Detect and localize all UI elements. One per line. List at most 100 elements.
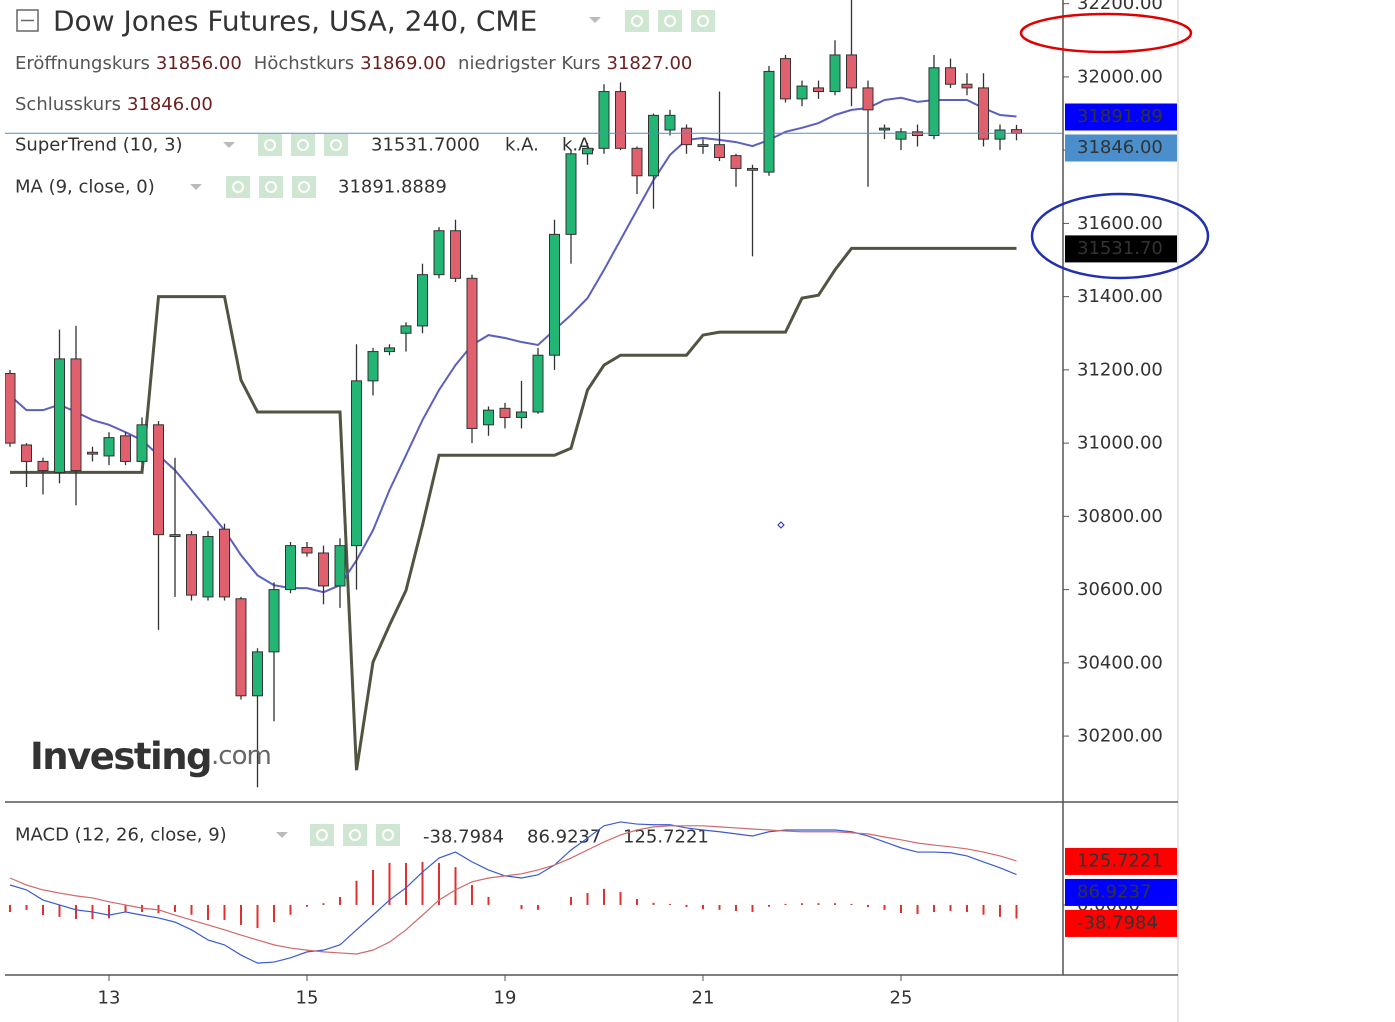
candle-body bbox=[268, 589, 280, 653]
candle bbox=[681, 124, 692, 154]
indicator-icons[interactable] bbox=[226, 176, 316, 198]
x-tick-label: 19 bbox=[494, 988, 517, 1009]
candle-body bbox=[400, 325, 412, 334]
icon-glyph[interactable] bbox=[264, 139, 276, 151]
candle bbox=[186, 531, 197, 601]
price-tag-label: 125.7221 bbox=[1077, 850, 1163, 871]
candle bbox=[664, 109, 676, 136]
icon-button[interactable] bbox=[691, 10, 715, 32]
icon-glyph[interactable] bbox=[265, 181, 277, 193]
overlay-line bbox=[9, 96, 1017, 594]
candle-body bbox=[664, 114, 676, 131]
candle bbox=[70, 325, 82, 506]
candle-body bbox=[780, 58, 791, 100]
collapse-box[interactable] bbox=[16, 9, 39, 32]
icon-button[interactable] bbox=[259, 176, 283, 198]
candle bbox=[219, 523, 230, 601]
icon-glyph[interactable] bbox=[697, 15, 709, 27]
candle bbox=[895, 128, 907, 151]
candle bbox=[400, 322, 412, 352]
icon-button[interactable] bbox=[658, 10, 682, 32]
candle-body bbox=[747, 167, 758, 171]
main-pane bbox=[5, 0, 1022, 788]
dropdown-caret[interactable] bbox=[223, 142, 235, 148]
icon-button[interactable] bbox=[310, 824, 334, 846]
icon-glyph[interactable] bbox=[631, 15, 643, 27]
candle bbox=[202, 531, 214, 601]
logo: Investing.com bbox=[30, 735, 271, 778]
candle bbox=[169, 457, 181, 597]
icon-button[interactable] bbox=[258, 134, 282, 156]
dropdown-caret[interactable] bbox=[190, 184, 202, 190]
indicator-icons[interactable] bbox=[258, 134, 348, 156]
candle bbox=[37, 457, 49, 495]
dropdown-caret[interactable] bbox=[589, 17, 601, 23]
candle-body bbox=[532, 354, 544, 413]
indicator-value: 86.9237 bbox=[527, 827, 601, 848]
candle bbox=[103, 432, 115, 466]
candle-body bbox=[318, 552, 329, 587]
icon-glyph[interactable] bbox=[664, 15, 676, 27]
candle-body bbox=[697, 144, 709, 147]
candle-body bbox=[714, 144, 725, 158]
macd-line bbox=[9, 821, 1017, 964]
icon-glyph[interactable] bbox=[298, 181, 310, 193]
candle bbox=[367, 347, 379, 396]
icon-glyph[interactable] bbox=[297, 139, 309, 151]
icon-glyph[interactable] bbox=[349, 829, 361, 841]
candle bbox=[153, 421, 164, 630]
candle bbox=[730, 153, 742, 187]
y-tick-label: 32000.00 bbox=[1077, 66, 1163, 87]
icon-button[interactable] bbox=[291, 134, 315, 156]
candle-body bbox=[235, 598, 247, 697]
price-tag-label: 86.9237 bbox=[1077, 881, 1151, 902]
candle-body bbox=[499, 407, 511, 418]
indicator-icons[interactable] bbox=[625, 10, 715, 32]
candle bbox=[120, 432, 131, 466]
dropdown-caret[interactable] bbox=[276, 832, 288, 838]
indicator-icons[interactable] bbox=[310, 824, 400, 846]
candle-body bbox=[153, 424, 164, 536]
candle bbox=[961, 73, 973, 96]
candle bbox=[631, 146, 643, 195]
y-tick-label: 30800.00 bbox=[1077, 506, 1163, 527]
indicator-value: k.A. bbox=[505, 135, 539, 156]
legend-label: Schlusskurs bbox=[15, 94, 121, 115]
icon-glyph[interactable] bbox=[232, 181, 244, 193]
candle bbox=[235, 596, 247, 700]
indicator-name: SuperTrend (10, 3) bbox=[15, 135, 183, 156]
icon-button[interactable] bbox=[343, 824, 367, 846]
icon-button[interactable] bbox=[324, 134, 348, 156]
y-tick-label: 30400.00 bbox=[1077, 652, 1163, 673]
candle bbox=[285, 541, 296, 594]
candle-body bbox=[136, 424, 148, 462]
candle bbox=[994, 124, 1006, 151]
candle bbox=[136, 417, 148, 464]
drawing-marker bbox=[777, 521, 785, 529]
candle-body bbox=[87, 451, 98, 455]
candle-body bbox=[252, 651, 263, 697]
indicator-name: MACD (12, 26, close, 9) bbox=[15, 825, 227, 846]
icon-button[interactable] bbox=[226, 176, 250, 198]
candle bbox=[87, 446, 98, 462]
icon-button[interactable] bbox=[292, 176, 316, 198]
icon-button[interactable] bbox=[625, 10, 649, 32]
ohlc-legend: Schlusskurs 31846.00 bbox=[15, 94, 213, 115]
candle-body bbox=[21, 444, 32, 462]
candle-body bbox=[615, 91, 626, 149]
icon-button[interactable] bbox=[376, 824, 400, 846]
candle bbox=[334, 538, 346, 608]
candle-body bbox=[120, 435, 131, 462]
candle-body bbox=[37, 460, 49, 472]
candle-body bbox=[681, 127, 692, 146]
icon-glyph[interactable] bbox=[316, 829, 328, 841]
icon-glyph[interactable] bbox=[382, 829, 394, 841]
x-tick-label: 15 bbox=[296, 988, 319, 1009]
candle-body bbox=[862, 87, 874, 111]
candle-body bbox=[186, 534, 197, 596]
legend-value: 31856.00 bbox=[156, 53, 242, 74]
collapse-icon[interactable] bbox=[16, 9, 39, 32]
price-tag bbox=[1065, 847, 1177, 875]
icon-glyph[interactable] bbox=[330, 139, 342, 151]
